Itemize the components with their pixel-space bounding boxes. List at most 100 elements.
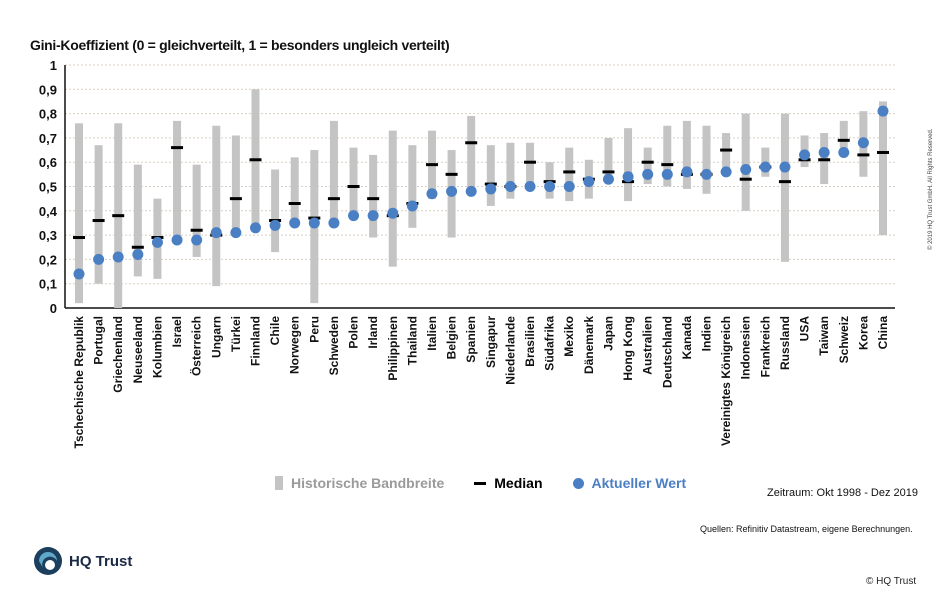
median-mark xyxy=(288,202,301,206)
x-category-label: Korea xyxy=(856,316,870,350)
x-category-label: Brasilien xyxy=(523,316,537,367)
y-tick-label: 0,8 xyxy=(39,107,57,122)
x-category-label: Österreich xyxy=(189,316,204,376)
current-value-dot xyxy=(151,236,163,248)
x-category-label: Australien xyxy=(641,316,655,375)
range-bar xyxy=(369,154,378,238)
median-mark xyxy=(445,172,458,176)
current-value-dot xyxy=(720,166,732,178)
current-value-dot xyxy=(426,188,438,200)
current-value-dot xyxy=(348,210,360,222)
legend: Historische Bandbreite Median Aktueller … xyxy=(275,475,686,491)
current-value-dot xyxy=(191,234,203,246)
range-bar xyxy=(133,164,142,277)
current-value-dot xyxy=(838,146,850,158)
current-value-dot xyxy=(701,168,713,180)
range-bar xyxy=(349,147,358,219)
logo-text: HQ Trust xyxy=(69,552,133,570)
current-value-dot xyxy=(818,146,830,158)
current-value-dot xyxy=(446,185,458,197)
median-mark xyxy=(602,170,615,174)
gini-chart: 0 0,1 0,2 0,3 0,4 0,5 0,6 0,7 0,8 0,9 1 Tschechisch… xyxy=(39,58,895,449)
period-note: Zeitraum: Okt 1998 - Dez 2019 xyxy=(767,487,919,499)
current-value-dot xyxy=(602,173,614,185)
current-value-dot xyxy=(622,171,634,183)
current-value-dot xyxy=(544,181,556,192)
x-category-label: Peru xyxy=(307,316,321,343)
current-value-dot xyxy=(779,161,791,173)
current-value-dot xyxy=(269,219,281,231)
y-tick-label: 0,5 xyxy=(39,180,57,195)
current-value-dot xyxy=(367,210,379,222)
chart-title: Gini-Koeffizient (0 = gleichverteilt, 1 … xyxy=(30,37,450,53)
x-category-label: Japan xyxy=(601,316,615,351)
current-value-dot xyxy=(308,217,320,229)
x-category-label: Irland xyxy=(366,316,380,349)
current-value-dot xyxy=(406,200,418,212)
median-mark xyxy=(171,146,184,150)
median-mark xyxy=(190,228,203,232)
range-bar xyxy=(212,125,221,287)
x-category-label: Kolumbien xyxy=(150,316,164,378)
median-mark xyxy=(465,141,478,145)
y-tick-label: 0,6 xyxy=(39,155,57,170)
current-value-dot xyxy=(799,149,811,161)
y-tick-label: 0 xyxy=(50,301,57,316)
copyright-bottom: © HQ Trust xyxy=(866,576,917,587)
legend-item-band: Historische Bandbreite xyxy=(275,475,444,491)
legend-item-current: Aktueller Wert xyxy=(572,475,686,491)
x-category-label: Schweiz xyxy=(837,316,851,363)
y-tick-label: 0,2 xyxy=(39,252,57,267)
median-mark xyxy=(524,160,537,164)
current-value-dot xyxy=(504,181,516,192)
current-value-dot xyxy=(465,185,477,197)
x-category-label: China xyxy=(876,316,890,350)
hq-trust-logo: HQ Trust xyxy=(33,546,132,576)
x-category-label: Indien xyxy=(700,316,714,351)
current-value-dot xyxy=(112,251,124,263)
legend-label-median: Median xyxy=(494,475,543,491)
median-mark xyxy=(837,138,850,142)
x-category-label: Deutschland xyxy=(660,316,674,388)
x-category-label: Dänemark xyxy=(582,316,596,374)
current-value-dot xyxy=(563,181,575,192)
current-value-dot xyxy=(642,168,654,180)
range-bar xyxy=(722,133,731,175)
x-category-label: Taiwan xyxy=(817,316,831,356)
current-value-dot xyxy=(210,227,222,239)
median-mark xyxy=(347,185,360,188)
range-bar xyxy=(329,120,338,223)
range-bar xyxy=(565,147,574,202)
median-mark xyxy=(720,148,733,152)
y-tick-label: 0,4 xyxy=(39,204,58,219)
y-tick-label: 0,9 xyxy=(39,82,57,97)
range-bar xyxy=(173,120,182,238)
current-value-dot xyxy=(759,161,771,173)
range-bar xyxy=(388,130,397,267)
range-bar xyxy=(839,120,848,153)
x-category-label: Israel xyxy=(170,316,184,347)
median-mark xyxy=(877,150,889,154)
range-bar xyxy=(879,101,887,236)
current-swatch xyxy=(572,477,584,489)
x-category-label: Philippinen xyxy=(386,316,400,381)
current-value-dot xyxy=(740,163,752,175)
median-mark xyxy=(778,180,791,184)
x-category-label: Mexiko xyxy=(562,316,576,357)
current-value-dot xyxy=(661,168,673,180)
x-category-label: Norwegen xyxy=(288,316,302,374)
median-mark xyxy=(229,197,242,201)
range-bar xyxy=(271,169,280,253)
range-bar xyxy=(643,147,652,185)
x-category-label: Russland xyxy=(778,316,792,370)
x-category-label: Türkei xyxy=(229,316,243,352)
x-category-label: Singapur xyxy=(484,316,498,368)
range-bar xyxy=(486,145,495,206)
x-category-label: Belgien xyxy=(445,316,459,359)
x-category-label: Italien xyxy=(425,316,439,351)
range-bar xyxy=(663,125,672,187)
median-mark xyxy=(92,219,105,223)
range-bar xyxy=(467,116,476,192)
range-bar xyxy=(75,123,83,304)
current-value-dot xyxy=(249,222,261,234)
